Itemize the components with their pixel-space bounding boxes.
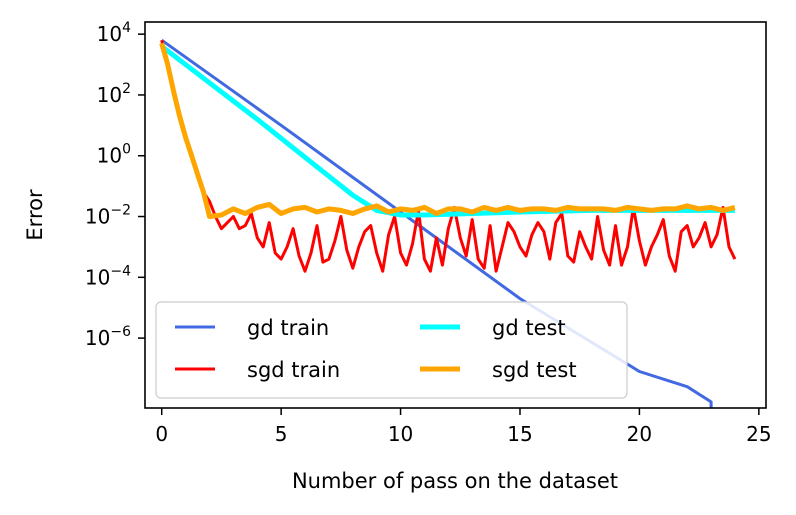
y-tick-base: 10 bbox=[97, 83, 122, 107]
y-tick-label: 10−6 bbox=[85, 324, 131, 350]
x-tick-label: 25 bbox=[746, 422, 771, 446]
plot-lines bbox=[159, 38, 737, 408]
legend-box bbox=[155, 301, 628, 399]
y-tick-exponent: −6 bbox=[110, 324, 131, 340]
y-tick-exponent: 2 bbox=[122, 81, 131, 97]
y-tick-exponent: −2 bbox=[110, 203, 131, 219]
y-tick-exponent: 4 bbox=[122, 20, 131, 36]
legend-label: sgd test bbox=[492, 358, 577, 382]
y-tick-label: 10−4 bbox=[85, 263, 131, 289]
legend-label: gd train bbox=[247, 316, 329, 340]
y-tick-label: 104 bbox=[97, 20, 131, 46]
x-tick-label: 15 bbox=[507, 422, 532, 446]
y-tick-base: 10 bbox=[97, 144, 122, 168]
x-axis-ticks: 0 5 10 15 20 25 bbox=[155, 408, 772, 446]
legend: gd train sgd train gd test sgd test bbox=[155, 301, 628, 399]
x-tick-label: 0 bbox=[155, 422, 168, 446]
y-tick-label: 102 bbox=[97, 81, 131, 107]
series-line-sgd-test bbox=[159, 42, 736, 219]
y-axis-label: Error bbox=[23, 189, 47, 241]
x-tick-label: 10 bbox=[388, 422, 413, 446]
y-tick-label: 10−2 bbox=[85, 203, 131, 229]
legend-label: sgd train bbox=[247, 358, 340, 382]
legend-label: gd test bbox=[492, 316, 566, 340]
y-tick-label: 100 bbox=[97, 142, 131, 168]
plot-frame bbox=[144, 21, 767, 409]
y-tick-exponent: 0 bbox=[122, 142, 131, 158]
x-axis-label: Number of pass on the dataset bbox=[292, 469, 618, 493]
y-tick-base: 10 bbox=[97, 22, 122, 46]
y-tick-exponent: −4 bbox=[110, 263, 131, 279]
y-tick-base: 10 bbox=[85, 265, 110, 289]
series-line-sgd-train bbox=[160, 39, 737, 273]
x-tick-label: 5 bbox=[275, 422, 288, 446]
y-tick-base: 10 bbox=[85, 205, 110, 229]
y-tick-base: 10 bbox=[85, 326, 110, 350]
x-tick-label: 20 bbox=[627, 422, 652, 446]
